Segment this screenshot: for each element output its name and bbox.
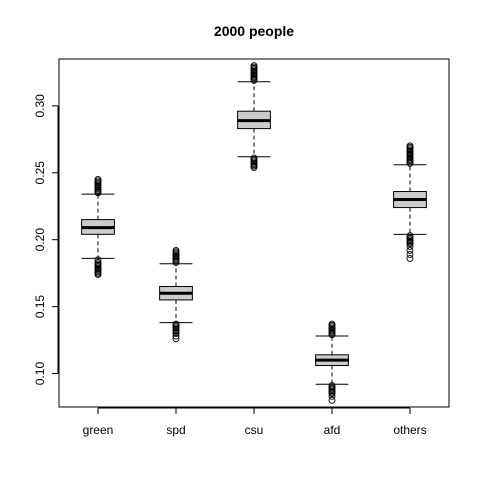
outlier-point xyxy=(406,250,414,258)
plot-frame xyxy=(58,58,450,408)
y-tick-label: 0.10 xyxy=(33,362,47,386)
box-afd xyxy=(315,320,349,404)
outlier-point xyxy=(94,256,102,264)
y-tick-label: 0.15 xyxy=(33,295,47,319)
outlier-point xyxy=(406,142,414,150)
outlier-point xyxy=(250,163,258,171)
outlier-point xyxy=(328,320,336,328)
box-others xyxy=(393,142,427,262)
outlier-point xyxy=(172,335,180,343)
outlier-point xyxy=(328,392,336,400)
outlier-point xyxy=(250,62,258,70)
x-tick-label: others xyxy=(393,423,426,437)
outlier-point xyxy=(328,396,336,404)
x-tick-label: csu xyxy=(245,423,264,437)
box-csu xyxy=(237,62,271,171)
outlier-point xyxy=(406,254,414,262)
x-tick-label: green xyxy=(83,423,114,437)
chart-title: 2000 people xyxy=(214,23,294,39)
y-tick-label: 0.20 xyxy=(33,228,47,252)
x-axis: green spd csu afd others xyxy=(83,407,427,437)
y-tick-label: 0.25 xyxy=(33,161,47,185)
outlier-point xyxy=(172,329,180,337)
outlier-point xyxy=(94,271,102,278)
box-green xyxy=(81,176,115,278)
y-axis: 0.10 0.15 0.20 0.25 0.30 xyxy=(33,94,59,386)
outlier-point xyxy=(406,242,414,250)
outlier-point xyxy=(172,332,180,340)
outlier-point xyxy=(172,246,180,254)
outlier-point xyxy=(94,176,102,183)
y-tick-label: 0.30 xyxy=(33,94,47,118)
outlier-point xyxy=(406,240,414,248)
box-spd xyxy=(159,246,193,343)
boxes-group xyxy=(81,62,427,404)
x-tick-label: afd xyxy=(324,423,341,437)
outlier-point xyxy=(406,246,414,254)
outlier-point xyxy=(328,390,336,398)
x-tick-label: spd xyxy=(166,423,185,437)
